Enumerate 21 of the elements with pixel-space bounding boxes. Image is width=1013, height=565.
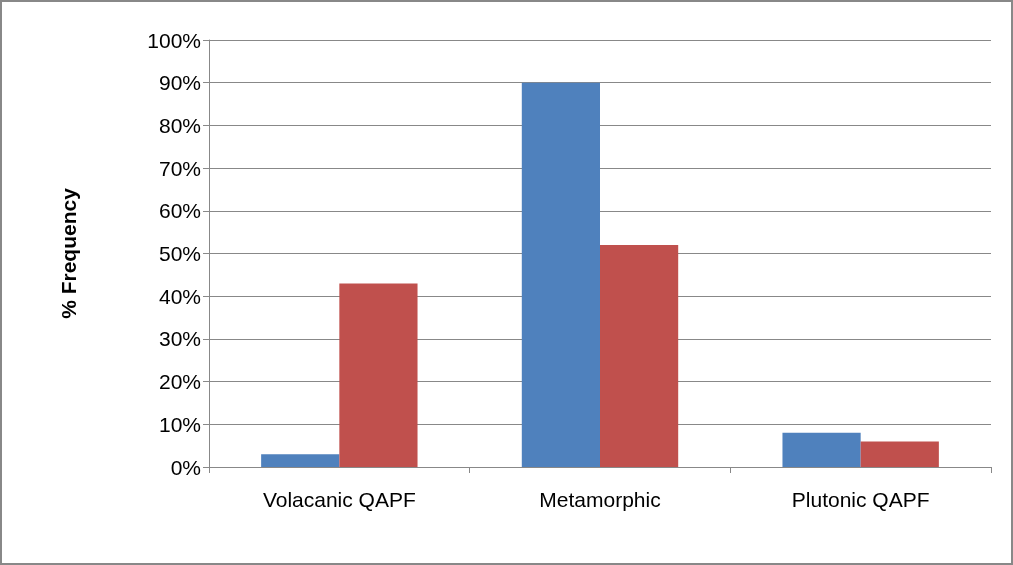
y-tick-label: 50% — [158, 242, 201, 265]
bar — [600, 244, 679, 467]
bar — [339, 283, 418, 467]
y-tick-label: 30% — [158, 327, 201, 351]
y-tick-label: 70% — [158, 156, 201, 180]
y-tick-label: 60% — [158, 199, 201, 223]
y-tick-label: 100% — [147, 28, 201, 52]
y-tick-label: 90% — [158, 71, 201, 95]
y-tick-label: 20% — [158, 370, 201, 394]
bar — [782, 432, 861, 467]
x-tick-label: Metamorphic — [539, 488, 661, 511]
bar — [860, 441, 939, 467]
bar — [521, 82, 600, 467]
x-tick-label: Volacanic QAPF — [262, 488, 416, 511]
y-tick-label: 80% — [158, 113, 201, 137]
y-tick-label: 40% — [158, 284, 201, 308]
bar — [261, 454, 340, 467]
y-tick-label: 10% — [158, 412, 201, 436]
x-tick-label: Plutonic QAPF — [791, 488, 930, 511]
y-tick-label: 0% — [170, 455, 201, 479]
y-axis-title: % Frequency — [57, 187, 80, 319]
